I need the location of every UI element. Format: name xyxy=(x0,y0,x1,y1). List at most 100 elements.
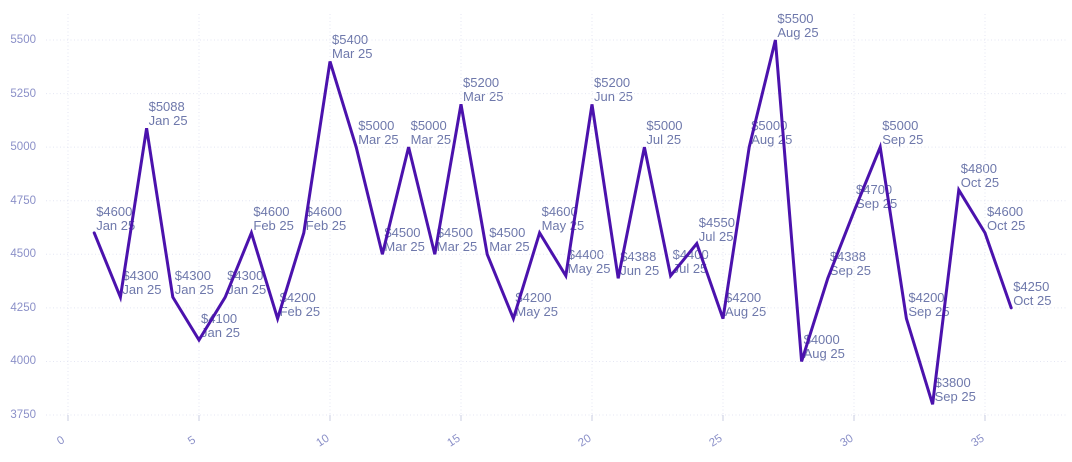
point-label-value: $4500 xyxy=(384,225,421,241)
y-tick-label: 4500 xyxy=(10,248,36,261)
point-label: $4388 Jun 25 xyxy=(620,250,659,278)
point-label: $5500 Aug 25 xyxy=(777,12,818,40)
point-label-period: Mar 25 xyxy=(358,132,399,148)
point-label-period: Mar 25 xyxy=(436,239,478,255)
point-label-value: $4300 xyxy=(174,268,211,284)
y-tick-label: 4750 xyxy=(10,194,36,207)
point-label-value: $3800 xyxy=(934,375,971,391)
point-label-value: $4550 xyxy=(698,214,735,230)
point-label: $4000 Aug 25 xyxy=(804,333,845,361)
point-label: $5088 Jan 25 xyxy=(149,100,188,128)
point-label: $4600 Jan 25 xyxy=(96,203,136,233)
point-label-period: Jun 25 xyxy=(620,263,660,279)
point-label: $5200 Jun 25 xyxy=(594,76,633,104)
y-tick-label: 3750 xyxy=(10,409,36,422)
point-label: $4300 Jan 25 xyxy=(122,269,161,297)
point-label: $4600 Feb 25 xyxy=(253,203,294,233)
point-label-value: $5000 xyxy=(410,118,447,134)
point-label-value: $4200 xyxy=(725,289,762,305)
point-label-value: $4200 xyxy=(908,289,945,305)
point-label-value: $4800 xyxy=(960,161,997,176)
point-label: $4600 Oct 25 xyxy=(987,203,1026,233)
point-label-value: $5000 xyxy=(751,118,788,134)
point-label: $5400 Mar 25 xyxy=(332,33,372,61)
point-label-period: Aug 25 xyxy=(803,346,845,362)
point-label-period: Sep 25 xyxy=(829,263,871,279)
point-label: $4300 Jan 25 xyxy=(227,269,266,297)
y-tick-label: 5250 xyxy=(10,87,36,100)
point-label-period: Jul 25 xyxy=(646,132,682,148)
gridlines xyxy=(46,14,1066,420)
point-label-value: $5200 xyxy=(594,75,631,91)
point-label-value: $4000 xyxy=(803,332,840,348)
point-label: $4500 Mar 25 xyxy=(437,226,477,254)
y-tick-label: 5500 xyxy=(10,34,36,46)
point-label-period: Jan 25 xyxy=(96,217,136,233)
point-label-period: Jan 25 xyxy=(148,113,188,129)
point-label-value: $4600 xyxy=(253,203,290,219)
point-label-value: $4500 xyxy=(436,225,473,241)
y-tick-label: 4250 xyxy=(10,301,36,314)
point-label-period: Feb 25 xyxy=(305,217,347,233)
point-label-value: $5400 xyxy=(332,32,369,48)
price-series-line xyxy=(92,39,1013,405)
point-label-period: Jun 25 xyxy=(594,89,634,105)
y-tick-label: 4000 xyxy=(10,355,36,368)
point-label-value: $4250 xyxy=(1013,278,1050,294)
point-label-period: Feb 25 xyxy=(253,217,294,233)
point-label-period: Oct 25 xyxy=(960,175,1000,190)
point-label-value: $4200 xyxy=(515,289,552,305)
point-label-period: Mar 25 xyxy=(410,132,452,148)
point-label-value: $5200 xyxy=(463,75,500,91)
point-label-period: Oct 25 xyxy=(987,217,1026,233)
point-label: $5200 Mar 25 xyxy=(463,76,503,104)
point-label-period: Jul 25 xyxy=(698,228,734,244)
point-label-value: $4300 xyxy=(122,268,159,284)
point-label-value: $4600 xyxy=(96,203,133,219)
point-label: $4300 Jan 25 xyxy=(175,269,214,297)
point-label-period: Oct 25 xyxy=(1013,292,1052,308)
point-label-value: $4600 xyxy=(305,203,342,219)
point-label-period: Mar 25 xyxy=(384,239,425,255)
point-label-period: Feb 25 xyxy=(279,303,321,319)
point-label-value: $4500 xyxy=(489,225,526,241)
point-label: $4200 Aug 25 xyxy=(725,289,767,319)
point-label-period: Sep 25 xyxy=(934,389,976,405)
point-label-value: $5000 xyxy=(358,118,395,134)
point-label: $4600 Feb 25 xyxy=(305,203,347,233)
point-label-value: $5500 xyxy=(777,11,814,26)
point-label-value: $5000 xyxy=(882,118,919,134)
point-label: $4800 Oct 25 xyxy=(961,162,999,190)
y-tick-label: 5000 xyxy=(10,141,36,154)
point-label-period: Aug 25 xyxy=(725,303,767,319)
point-label: $4200 Feb 25 xyxy=(279,289,321,319)
point-label-value: $5088 xyxy=(148,99,185,115)
point-label-period: Sep 25 xyxy=(882,132,924,148)
point-label: $3800 Sep 25 xyxy=(935,376,976,404)
point-label-value: $4200 xyxy=(279,289,316,305)
point-label-period: Aug 25 xyxy=(777,25,819,40)
point-label-period: May 25 xyxy=(567,260,611,276)
point-label: $4550 Jul 25 xyxy=(698,214,735,244)
point-label-period: Jan 25 xyxy=(201,325,241,341)
point-label: $4500 Mar 25 xyxy=(489,226,529,254)
point-label: $4388 Sep 25 xyxy=(830,250,871,278)
point-label-period: Mar 25 xyxy=(332,46,373,62)
point-label: $4500 Mar 25 xyxy=(384,226,424,254)
point-label: $5000 Jul 25 xyxy=(646,119,682,147)
point-label: $5000 Mar 25 xyxy=(411,119,451,147)
point-label-period: Jan 25 xyxy=(174,282,214,298)
point-label: $5000 Sep 25 xyxy=(882,119,923,147)
point-label-period: Jan 25 xyxy=(122,282,162,298)
point-label: $5000 Mar 25 xyxy=(358,119,398,147)
x-tick-marks xyxy=(67,415,986,421)
point-label-value: $4600 xyxy=(987,203,1024,219)
point-label-period: Mar 25 xyxy=(489,239,530,255)
point-label: $4250 Oct 25 xyxy=(1013,278,1052,308)
point-label-value: $5000 xyxy=(646,118,683,134)
point-label-value: $4388 xyxy=(620,249,657,265)
point-label-period: Jan 25 xyxy=(227,282,267,298)
point-label-value: $4600 xyxy=(541,203,578,219)
